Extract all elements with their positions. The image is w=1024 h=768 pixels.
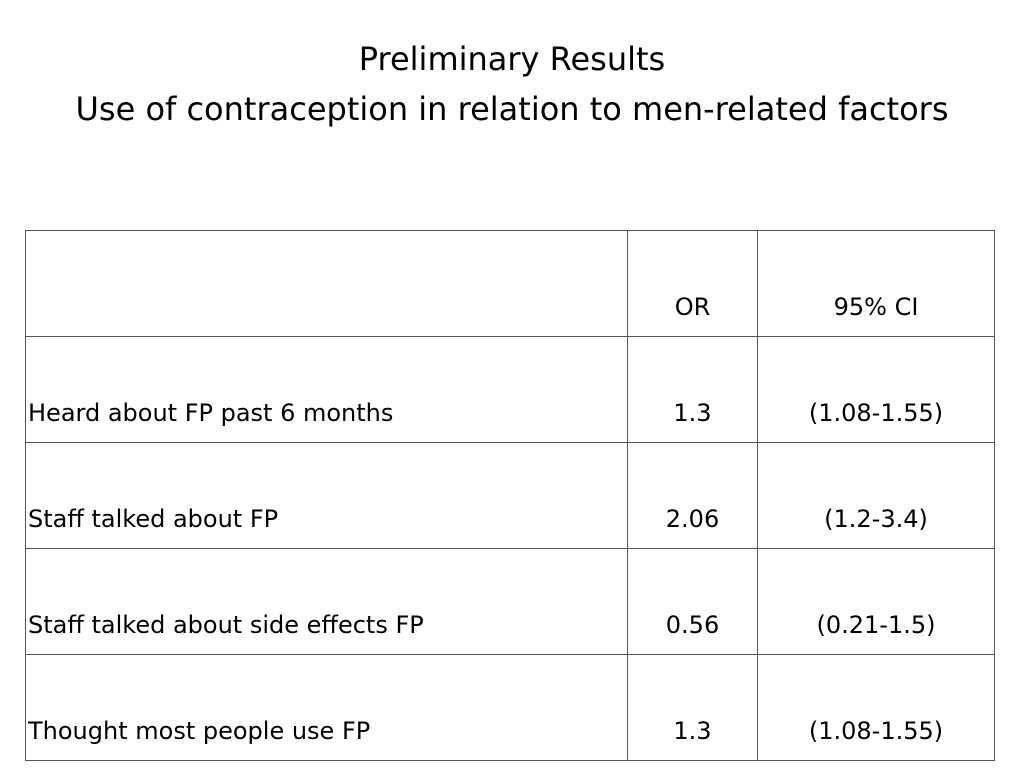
row-ci: (1.08-1.55) (757, 336, 995, 443)
row-ci: (1.2-3.4) (757, 442, 995, 549)
table-row: Heard about FP past 6 months 1.3 (1.08-1… (25, 336, 995, 443)
table-header-row: OR 95% CI (25, 230, 995, 337)
row-or: 2.06 (627, 442, 758, 549)
row-or: 1.3 (627, 336, 758, 443)
header-factor (25, 230, 628, 337)
table-row: Thought most people use FP 1.3 (1.08-1.5… (25, 654, 995, 761)
slide-title: Preliminary Results Use of contraception… (0, 34, 1024, 134)
row-or: 0.56 (627, 548, 758, 655)
slide-title-line-1: Preliminary Results (358, 40, 666, 78)
row-or: 1.3 (627, 654, 758, 761)
row-factor: Staff talked about FP (25, 442, 628, 549)
table-row: Staff talked about FP 2.06 (1.2-3.4) (25, 442, 995, 549)
table-row: Staff talked about side effects FP 0.56 … (25, 548, 995, 655)
row-ci: (0.21-1.5) (757, 548, 995, 655)
header-or: OR (627, 230, 758, 337)
slide-title-line-2: Use of contraception in relation to men-… (75, 90, 949, 128)
row-ci: (1.08-1.55) (757, 654, 995, 761)
row-factor: Staff talked about side effects FP (25, 548, 628, 655)
row-factor: Heard about FP past 6 months (25, 336, 628, 443)
row-factor: Thought most people use FP (25, 654, 628, 761)
header-ci: 95% CI (757, 230, 995, 337)
results-table: OR 95% CI Heard about FP past 6 months 1… (25, 230, 995, 761)
